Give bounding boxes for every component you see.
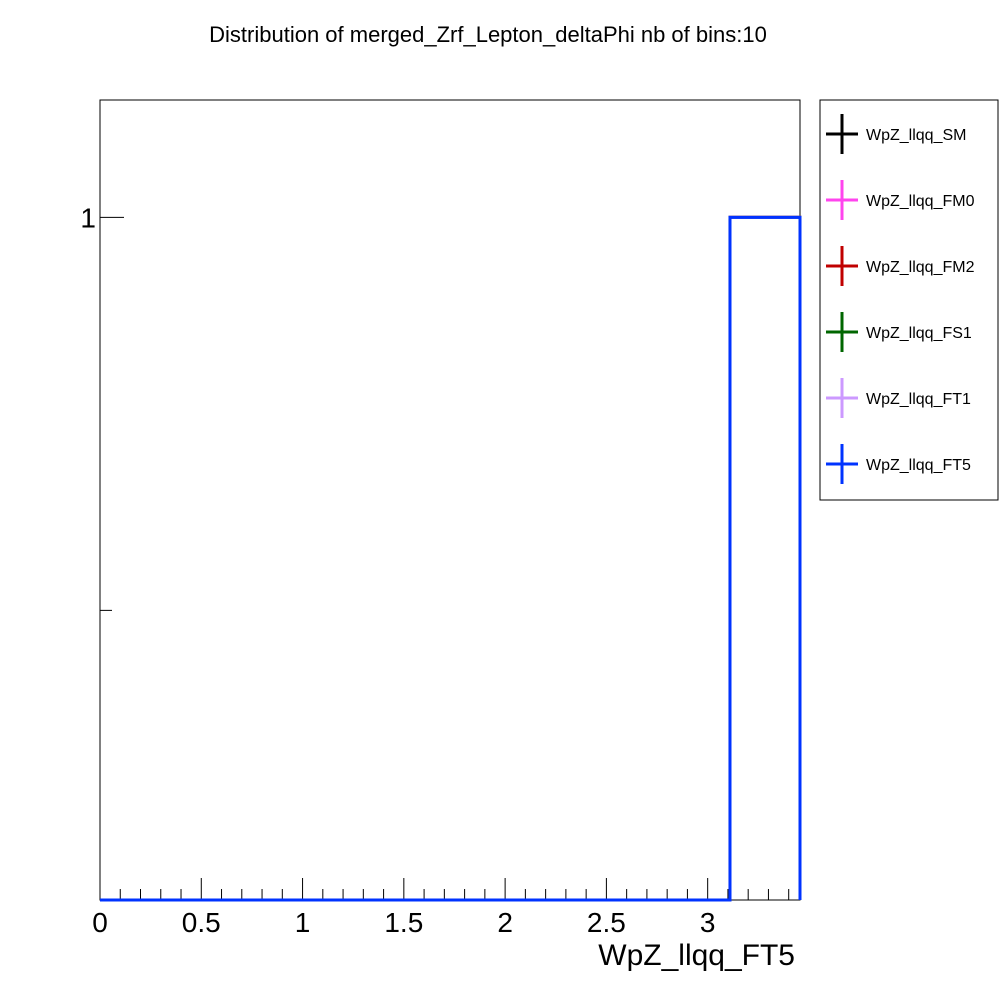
histogram-line-WpZ_llqq_FT5 — [100, 215, 802, 902]
legend-label: WpZ_llqq_FM0 — [866, 193, 975, 210]
histogram-line-WpZ_llqq_FS1 — [100, 215, 802, 902]
legend-label: WpZ_llqq_SM — [866, 127, 966, 144]
x-tick-label: 1 — [295, 907, 311, 938]
x-tick-label: 2 — [497, 907, 513, 938]
x-tick-label: 0 — [92, 907, 108, 938]
y-tick-label: 1 — [80, 202, 96, 233]
x-axis: 0 0.5 1 1.5 2 2.5 3 — [92, 878, 790, 938]
x-tick-label: 3 — [700, 907, 716, 938]
plot-frame — [99, 99, 801, 901]
legend-label: WpZ_llqq_FT5 — [866, 457, 971, 474]
legend: WpZ_llqq_SM WpZ_llqq_FM0 WpZ_llqq_FM2 WpZ_l… — [819, 99, 999, 501]
legend-label: WpZ_llqq_FT1 — [866, 391, 971, 408]
x-tick-label: 0.5 — [182, 907, 221, 938]
histogram-line-WpZ_llqq_SM — [100, 215, 802, 902]
chart-title: Distribution of merged_Zrf_Lepton_deltaP… — [209, 22, 767, 47]
legend-label: WpZ_llqq_FM2 — [866, 259, 975, 276]
histogram-series — [100, 215, 802, 902]
x-tick-label: 1.5 — [384, 907, 423, 938]
plot-border — [99, 99, 801, 901]
histogram-line-WpZ_llqq_FT1 — [100, 215, 802, 902]
y-axis: 1 — [80, 202, 124, 611]
legend-label: WpZ_llqq_FS1 — [866, 325, 972, 342]
x-axis-title: WpZ_llqq_FT5 — [598, 939, 795, 972]
legend-box — [819, 99, 999, 501]
histogram-line-WpZ_llqq_FM2 — [100, 215, 802, 902]
histogram-line-WpZ_llqq_FM0 — [100, 215, 802, 902]
x-tick-label: 2.5 — [587, 907, 626, 938]
